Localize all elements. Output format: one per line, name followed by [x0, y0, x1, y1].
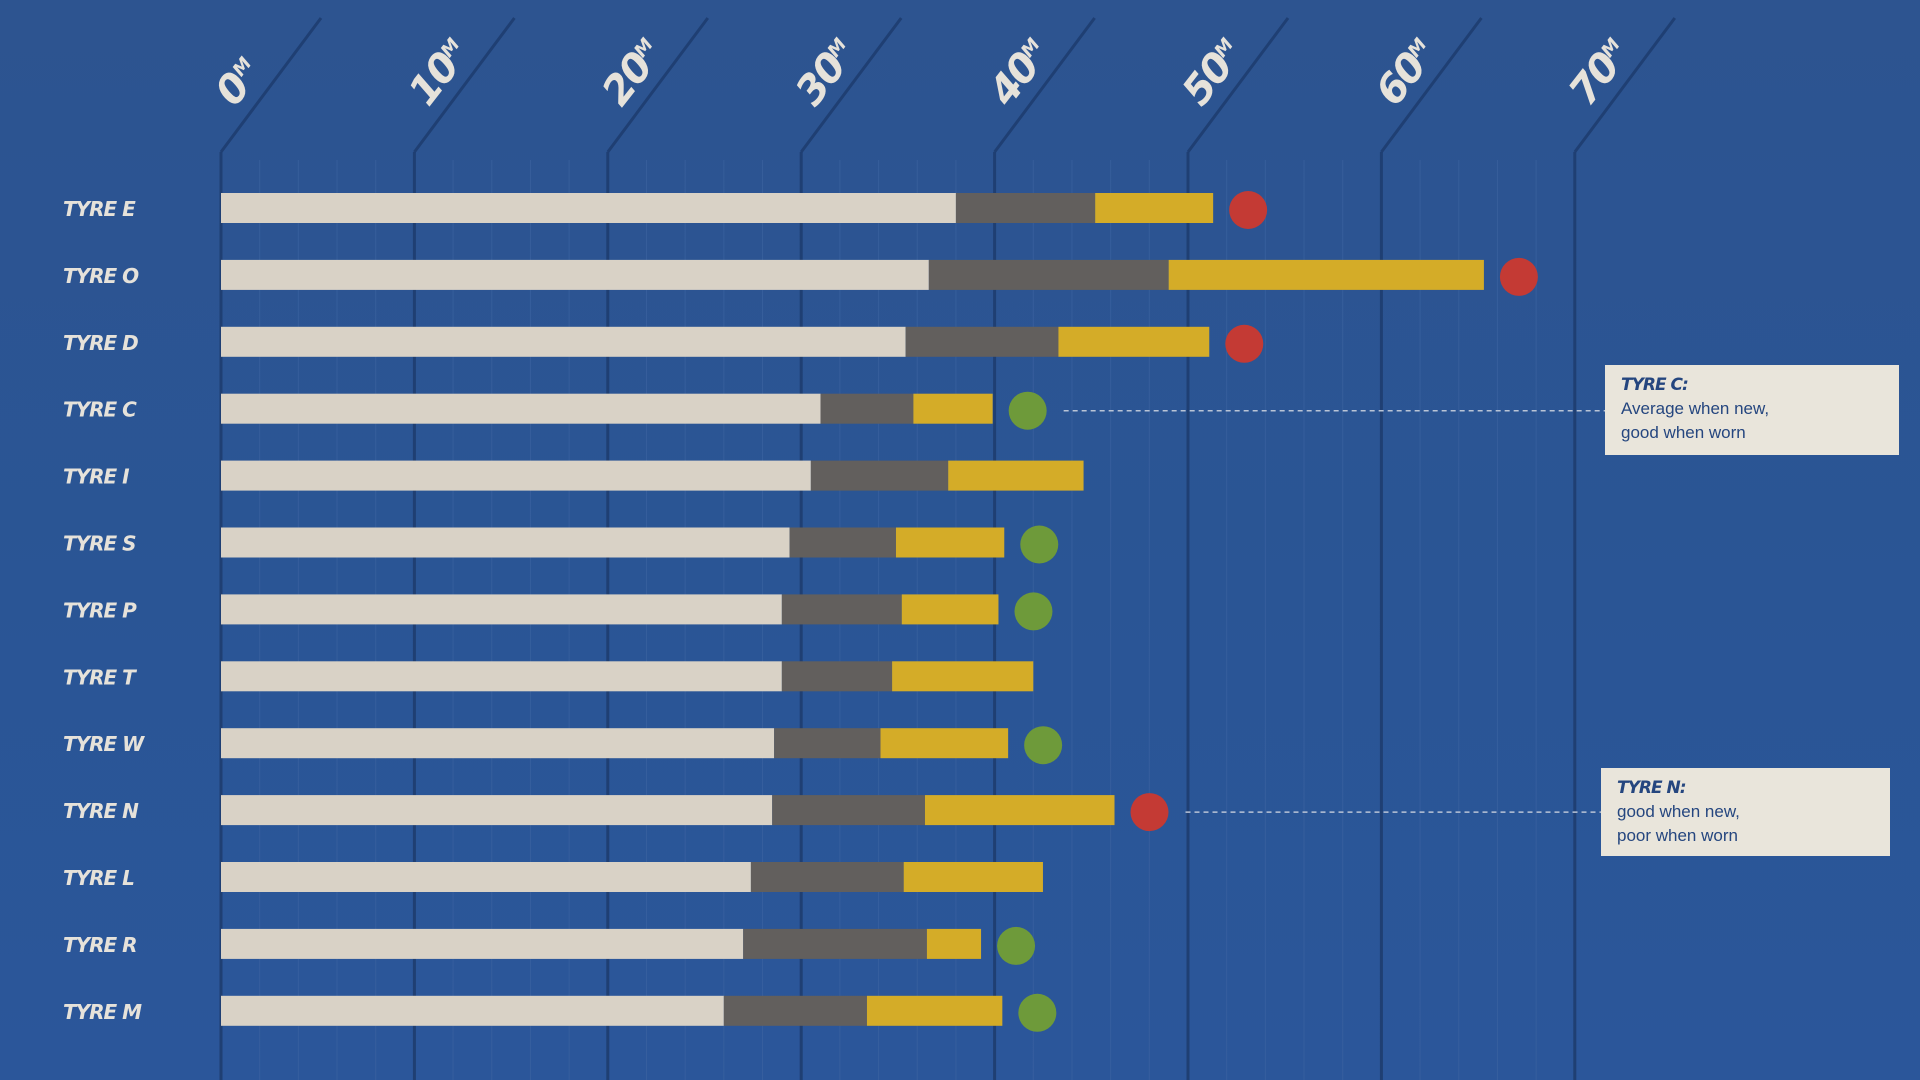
x-tick-label: 0M [207, 53, 260, 114]
bar-layer [221, 193, 1484, 1026]
status-dot-green [1018, 993, 1057, 1032]
bar-segment [221, 527, 790, 558]
status-dot-green [1008, 391, 1047, 430]
bar-segment [901, 594, 999, 625]
annotation-text: poor when worn [1617, 826, 1738, 845]
status-dot-green [1024, 726, 1063, 765]
x-tick-label: 50M [1174, 34, 1243, 114]
annotation-text: good when worn [1621, 423, 1746, 442]
gridline-header-stroke [1573, 17, 1677, 153]
x-tick-label: 20M [593, 34, 662, 114]
bar-segment [924, 795, 1115, 826]
bar-segment [820, 393, 914, 424]
status-dot-red [1225, 324, 1264, 363]
gridline-header-stroke [799, 17, 903, 153]
bar-segment [955, 193, 1096, 223]
gridline-header-stroke [219, 17, 323, 153]
row-label: TYRE P [63, 598, 137, 622]
bar-segment [948, 460, 1084, 491]
annotation-text: Average when new, [1621, 399, 1770, 418]
row-label: TYRE N [63, 799, 139, 823]
bar-segment [928, 259, 1169, 290]
status-dot-green [997, 926, 1036, 965]
bar-segment [781, 594, 902, 625]
bar-segment [903, 862, 1043, 892]
bar-segment [895, 527, 1005, 558]
bar-segment [774, 728, 881, 759]
marker-layer [997, 191, 1538, 1032]
x-axis: 0M 10M 20M 30M 40M 50M 60M 70M [207, 34, 1630, 115]
status-dot-red [1229, 191, 1268, 229]
bar-segment [221, 460, 811, 491]
bar-segment [221, 193, 956, 223]
bar-segment [743, 928, 927, 959]
annotation-title: TYRE C: [1621, 375, 1689, 395]
row-label: TYRE M [63, 1000, 142, 1024]
bar-segment [866, 995, 1003, 1026]
row-label: TYRE R [63, 933, 137, 957]
bar-segment [905, 326, 1059, 357]
bar-segment [221, 594, 782, 625]
bar-segment [810, 460, 949, 491]
x-tick-label: 60M [1367, 34, 1436, 114]
bar-segment [913, 393, 993, 424]
bar-segment [772, 795, 925, 826]
annotation-tyre-n: TYRE N: good when new, poor when worn [1601, 768, 1890, 856]
row-label: TYRE L [63, 866, 134, 890]
bar-segment [1095, 193, 1214, 223]
bar-segment [892, 661, 1034, 692]
bar-segment [1168, 259, 1484, 290]
gridline-header-stroke [413, 17, 516, 153]
bar-segment [221, 259, 929, 290]
x-tick-label: 70M [1560, 34, 1629, 114]
annotation-connectors [1063, 409, 1605, 813]
bar-segment [221, 862, 751, 892]
row-label: TYRE O [63, 264, 139, 288]
bar-segment [781, 661, 893, 692]
bar-segment [221, 795, 773, 826]
row-labels: TYRE E TYRE O TYRE D TYRE C TYRE I TYRE S TYRE… [63, 197, 146, 1024]
row-label: TYRE E [63, 197, 136, 221]
bar-segment [723, 995, 867, 1026]
annotation-tyre-c: TYRE C: Average when new, good when worn [1605, 365, 1899, 455]
row-label: TYRE W [63, 732, 145, 756]
bar-segment [926, 928, 982, 959]
gridline-header-stroke [1186, 17, 1290, 153]
bar-segment [221, 728, 775, 759]
status-dot-red [1499, 257, 1538, 296]
annotation-text: good when new, [1617, 802, 1740, 821]
row-label: TYRE C [63, 398, 137, 422]
status-dot-green [1014, 592, 1053, 631]
gridline-header-stroke [606, 17, 710, 153]
annotation-title: TYRE N: [1617, 778, 1687, 798]
x-tick-label: 30M [787, 34, 856, 114]
status-dot-red [1130, 793, 1169, 832]
bar-segment [880, 728, 1009, 759]
bar-segment [221, 995, 724, 1026]
x-tick-label: 40M [980, 34, 1049, 115]
gridline-header-stroke [993, 17, 1096, 153]
row-label: TYRE S [63, 532, 136, 556]
bar-segment [221, 661, 782, 692]
gridline-header-stroke [1380, 17, 1483, 153]
bar-segment [1058, 326, 1210, 357]
x-tick-label: 10M [400, 34, 469, 114]
row-label: TYRE I [63, 465, 130, 489]
bar-segment [221, 928, 744, 959]
row-label: TYRE D [63, 331, 138, 355]
bar-segment [750, 862, 904, 892]
bar-segment [221, 393, 821, 424]
row-label: TYRE T [63, 665, 137, 689]
bar-segment [221, 326, 906, 357]
status-dot-green [1020, 525, 1059, 564]
bar-segment [789, 527, 896, 558]
